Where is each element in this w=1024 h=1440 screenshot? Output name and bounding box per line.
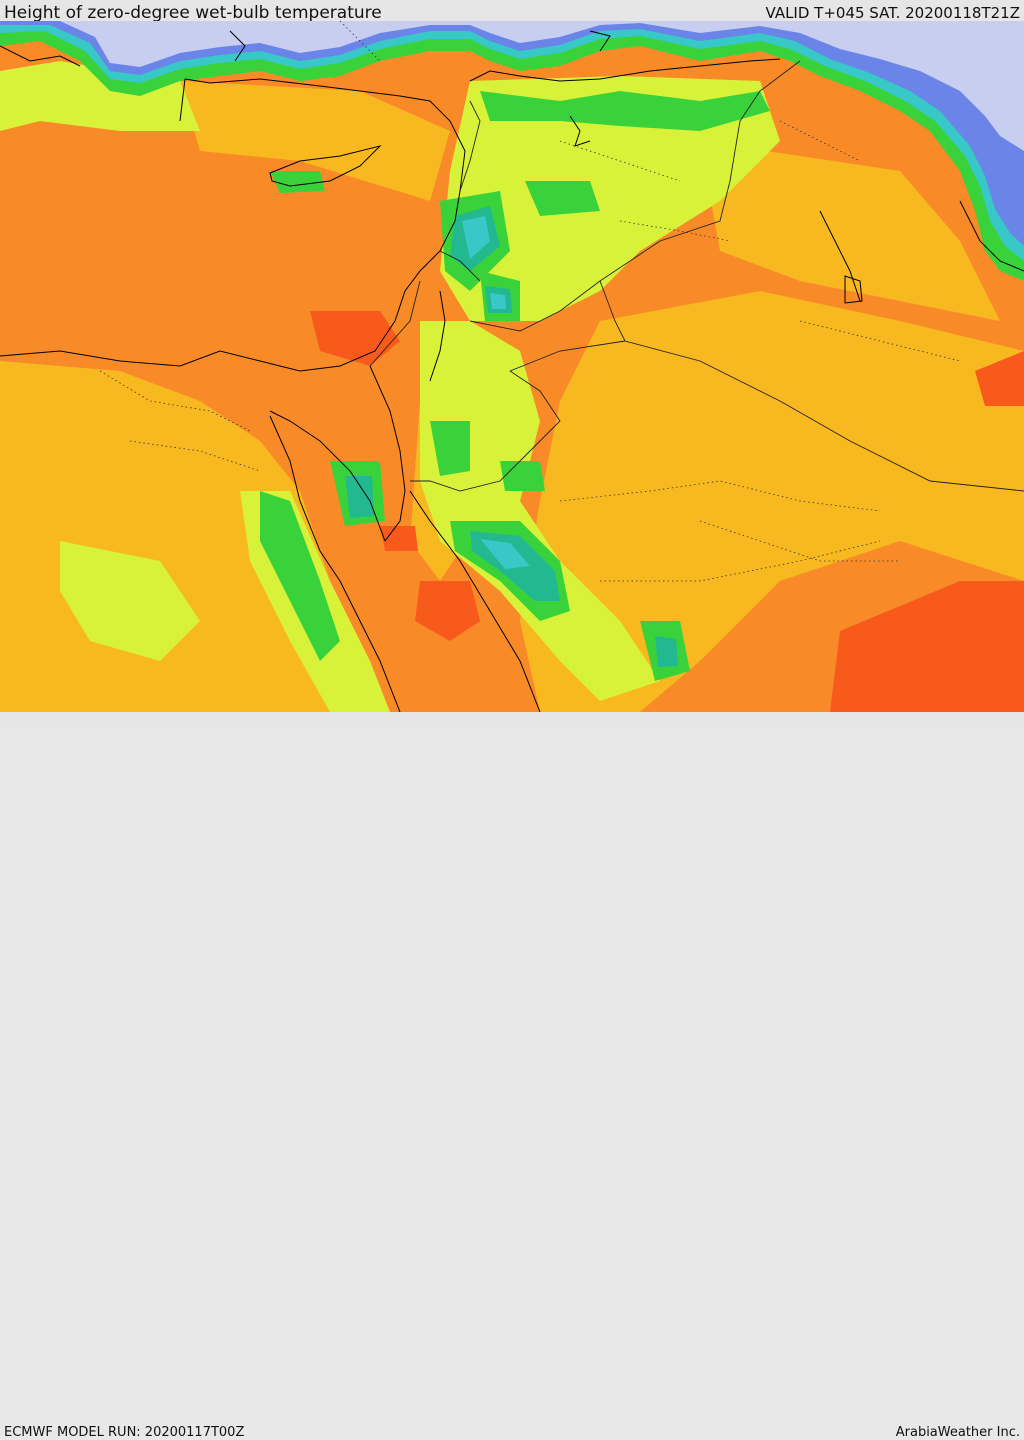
valid-time: VALID T+045 SAT. 20200118T21Z — [765, 4, 1020, 22]
coastlines — [0, 30, 1024, 712]
province-boundaries — [99, 21, 961, 582]
footer-bar: ECMWF MODEL RUN: 20200117T00Z ArabiaWeat… — [0, 712, 1024, 1440]
cyan-zones — [462, 216, 530, 569]
map-title: Height of zero-degree wet-bulb temperatu… — [4, 3, 382, 23]
country-borders — [369, 60, 1024, 492]
weather-map — [0, 21, 1024, 712]
red-orange-zones — [310, 311, 1024, 712]
northern-cold-band — [0, 21, 1024, 281]
credit: ArabiaWeather Inc. — [895, 1425, 1020, 1440]
model-run: ECMWF MODEL RUN: 20200117T00Z — [4, 1425, 245, 1440]
header-bar: Height of zero-degree wet-bulb temperatu… — [0, 0, 1024, 23]
